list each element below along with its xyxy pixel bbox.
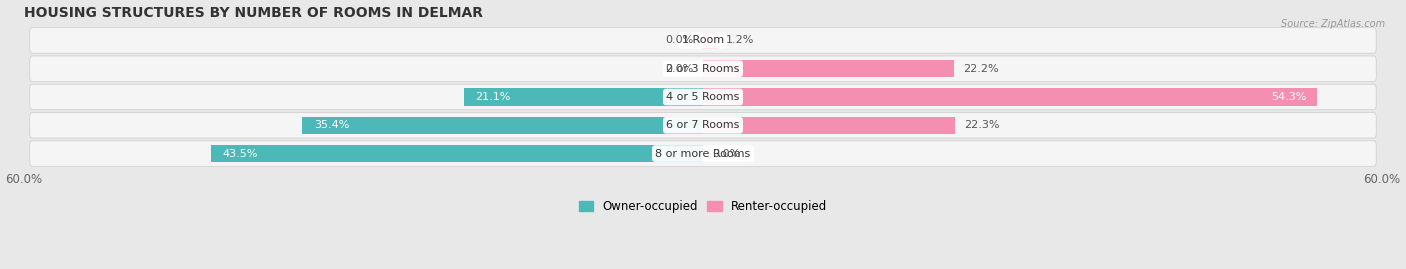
Text: 1 Room: 1 Room	[682, 36, 724, 45]
FancyBboxPatch shape	[30, 28, 1376, 53]
Text: 21.1%: 21.1%	[475, 92, 510, 102]
FancyBboxPatch shape	[30, 112, 1376, 138]
FancyBboxPatch shape	[30, 56, 1376, 82]
Text: 0.0%: 0.0%	[665, 64, 695, 74]
Text: 6 or 7 Rooms: 6 or 7 Rooms	[666, 120, 740, 130]
Bar	[703, 116, 955, 134]
FancyBboxPatch shape	[30, 84, 1376, 110]
Text: 22.2%: 22.2%	[963, 64, 998, 74]
Text: 0.0%: 0.0%	[665, 36, 695, 45]
Text: 1.2%: 1.2%	[725, 36, 754, 45]
Bar	[703, 32, 717, 49]
Text: 35.4%: 35.4%	[314, 120, 349, 130]
Text: Source: ZipAtlas.com: Source: ZipAtlas.com	[1281, 19, 1385, 29]
Bar	[302, 116, 703, 134]
Text: 0.0%: 0.0%	[711, 148, 741, 158]
Bar	[703, 88, 1317, 106]
FancyBboxPatch shape	[30, 141, 1376, 166]
Text: 43.5%: 43.5%	[222, 148, 257, 158]
Text: HOUSING STRUCTURES BY NUMBER OF ROOMS IN DELMAR: HOUSING STRUCTURES BY NUMBER OF ROOMS IN…	[24, 6, 484, 20]
Text: 8 or more Rooms: 8 or more Rooms	[655, 148, 751, 158]
Bar	[464, 88, 703, 106]
Text: 54.3%: 54.3%	[1271, 92, 1306, 102]
Text: 4 or 5 Rooms: 4 or 5 Rooms	[666, 92, 740, 102]
Text: 22.3%: 22.3%	[965, 120, 1000, 130]
Bar	[703, 60, 955, 77]
Legend: Owner-occupied, Renter-occupied: Owner-occupied, Renter-occupied	[574, 196, 832, 218]
Text: 2 or 3 Rooms: 2 or 3 Rooms	[666, 64, 740, 74]
Bar	[211, 145, 703, 162]
